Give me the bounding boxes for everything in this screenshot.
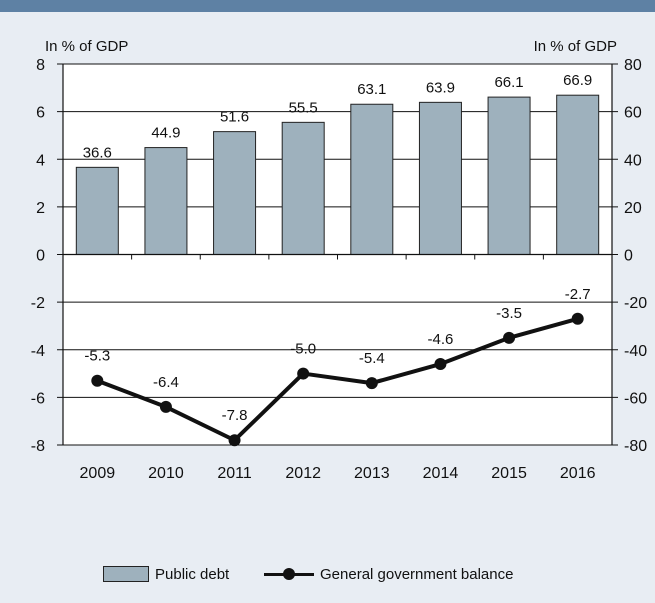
left-tick-label: -2 (31, 295, 45, 312)
left-tick-label: -6 (31, 390, 45, 407)
data-label-public-debt: 66.1 (494, 74, 523, 91)
data-label-balance: -6.4 (153, 374, 179, 391)
x-tick-label: 2014 (423, 465, 459, 482)
left-tick-label: 6 (36, 105, 45, 122)
data-label-public-debt: 44.9 (151, 125, 180, 142)
legend: Public debt General government balance (0, 562, 655, 586)
bar-public-debt (556, 94, 600, 255)
data-label-balance: -7.8 (222, 407, 248, 424)
x-tick-label: 2010 (148, 465, 184, 482)
point-general-government-balance (159, 400, 172, 413)
bar-public-debt (350, 103, 394, 256)
figure-header-bar (0, 0, 655, 12)
data-label-public-debt: 63.9 (426, 79, 455, 96)
left-tick-label: 8 (36, 57, 45, 74)
bar-public-debt (75, 166, 119, 255)
right-tick-label: 20 (624, 200, 642, 217)
right-tick-label: 0 (624, 248, 633, 265)
right-tick-label: -80 (624, 438, 647, 455)
line-general-government-balance (96, 316, 579, 443)
left-tick-label: 4 (36, 152, 45, 169)
left-tick-label: -4 (31, 343, 45, 360)
data-label-balance: -2.7 (565, 286, 591, 303)
bar-public-debt (213, 131, 257, 255)
data-label-public-debt: 51.6 (220, 109, 249, 126)
legend-swatch-line (264, 567, 314, 581)
point-general-government-balance (297, 367, 310, 380)
point-general-government-balance (228, 434, 241, 447)
point-general-government-balance (91, 374, 104, 387)
right-tick-label: -40 (624, 343, 647, 360)
point-general-government-balance (365, 377, 378, 390)
point-general-government-balance (503, 331, 516, 344)
bar-public-debt (281, 121, 325, 255)
legend-label-balance: General government balance (320, 565, 514, 583)
left-axis-unit-label: In % of GDP (45, 38, 128, 55)
bar-public-debt (144, 147, 188, 255)
left-tick-label: 0 (36, 248, 45, 265)
legend-label-public-debt: Public debt (155, 565, 230, 583)
x-tick-label: 2012 (285, 465, 321, 482)
right-tick-label: 60 (624, 105, 642, 122)
left-tick-label: 2 (36, 200, 45, 217)
right-tick-label: 80 (624, 57, 642, 74)
right-tick-label: -20 (624, 295, 647, 312)
data-label-balance: -3.5 (496, 305, 522, 322)
x-tick-label: 2011 (217, 465, 252, 482)
data-label-balance: -5.0 (290, 341, 316, 358)
point-general-government-balance (434, 358, 447, 371)
legend-swatch-bar (103, 566, 149, 582)
data-label-balance: -5.3 (84, 348, 110, 365)
bar-public-debt (487, 96, 531, 255)
data-label-balance: -5.4 (359, 350, 385, 367)
x-tick-label: 2013 (354, 465, 390, 482)
right-tick-label: 40 (624, 152, 642, 169)
data-label-balance: -4.6 (428, 331, 454, 348)
data-label-public-debt: 55.5 (289, 99, 318, 116)
point-general-government-balance (571, 312, 584, 325)
left-tick-label: -8 (31, 438, 45, 455)
data-label-public-debt: 63.1 (357, 81, 386, 98)
right-axis-unit-label: In % of GDP (534, 38, 617, 55)
x-tick-label: 2015 (491, 465, 527, 482)
data-label-public-debt: 66.9 (563, 72, 592, 89)
bar-public-debt (418, 101, 462, 256)
x-tick-label: 2009 (80, 465, 116, 482)
legend-item-public-debt: Public debt (103, 562, 229, 586)
right-tick-label: -60 (624, 390, 647, 407)
legend-item-balance: General government balance (264, 562, 513, 586)
data-label-public-debt: 36.6 (83, 144, 112, 161)
x-tick-label: 2016 (560, 465, 596, 482)
